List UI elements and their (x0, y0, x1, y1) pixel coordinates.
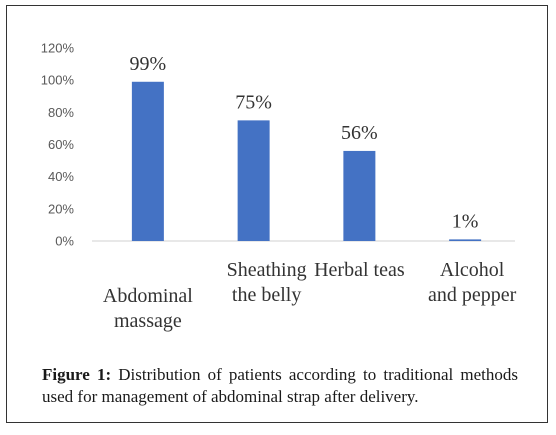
category-label-line: Alcohol (440, 259, 505, 281)
y-tick-label: 20% (48, 201, 74, 216)
category-label-line: Sheathing (227, 259, 307, 281)
y-tick-label: 60% (48, 137, 74, 152)
category-label: Alcohol and pepper (428, 259, 517, 306)
caption-label: Figure 1: (42, 365, 112, 384)
category-label-line: the belly (232, 284, 301, 306)
category-label-line: massage (114, 310, 182, 332)
y-tick-label: 100% (41, 73, 75, 88)
data-label: 75% (235, 91, 272, 113)
caption-text: Distribution of patients according to tr… (42, 365, 518, 406)
category-label: Herbal teas (314, 259, 405, 281)
data-label: 1% (452, 210, 479, 232)
bar (131, 81, 164, 242)
category-label-line: and pepper (428, 284, 517, 306)
y-tick-label: 120% (41, 41, 75, 56)
bar (343, 150, 376, 241)
y-tick-label: 80% (48, 105, 74, 120)
category-label: Abdominal massage (103, 285, 193, 332)
figure-frame (6, 5, 548, 423)
bar (237, 120, 270, 241)
category-label-line: Abdominal (103, 285, 193, 307)
y-tick-label: 0% (55, 234, 74, 249)
y-tick-label: 40% (48, 169, 74, 184)
data-label: 56% (341, 122, 378, 144)
data-label: 99% (130, 53, 167, 75)
bar-chart: 0% 20% 40% 60% 80% 100% 120% 99% 75% 56% 1% Abdomin… (41, 41, 517, 333)
category-label-line: Herbal teas (314, 259, 405, 281)
category-label: Sheathing the belly (227, 259, 307, 306)
figure-caption: Figure 1: Distribution of patients accor… (42, 364, 518, 408)
bar (449, 239, 482, 241)
